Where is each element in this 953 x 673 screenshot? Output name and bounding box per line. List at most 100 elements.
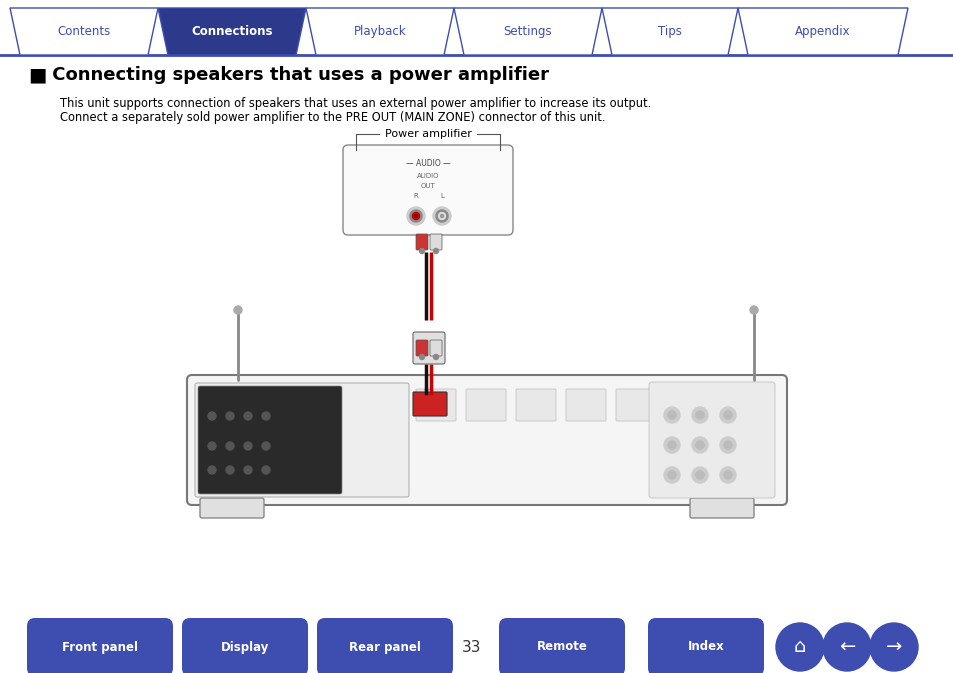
Circle shape (696, 471, 703, 479)
Circle shape (414, 215, 417, 217)
FancyBboxPatch shape (200, 498, 264, 518)
Circle shape (433, 248, 438, 254)
Circle shape (696, 411, 703, 419)
FancyBboxPatch shape (430, 340, 441, 356)
Circle shape (412, 213, 419, 219)
Text: This unit supports connection of speakers that uses an external power amplifier : This unit supports connection of speaker… (60, 96, 651, 110)
Text: Display: Display (220, 641, 269, 653)
Text: OUT: OUT (420, 183, 435, 189)
Circle shape (433, 207, 451, 225)
Polygon shape (738, 8, 907, 55)
FancyBboxPatch shape (430, 234, 441, 250)
FancyBboxPatch shape (498, 618, 624, 673)
Text: →: → (885, 637, 902, 656)
Polygon shape (10, 8, 158, 55)
Circle shape (433, 355, 438, 359)
Circle shape (663, 407, 679, 423)
Text: ←: ← (838, 637, 854, 656)
FancyBboxPatch shape (27, 618, 172, 673)
FancyBboxPatch shape (647, 618, 763, 673)
Text: Front panel: Front panel (62, 641, 138, 653)
FancyBboxPatch shape (689, 498, 753, 518)
Circle shape (667, 471, 676, 479)
Polygon shape (454, 8, 601, 55)
Circle shape (822, 623, 870, 671)
Circle shape (262, 442, 270, 450)
FancyBboxPatch shape (187, 375, 786, 505)
Circle shape (691, 437, 707, 453)
FancyBboxPatch shape (194, 383, 409, 497)
Circle shape (720, 407, 735, 423)
Text: ■: ■ (28, 65, 47, 85)
FancyBboxPatch shape (343, 145, 513, 235)
Text: Rear panel: Rear panel (349, 641, 420, 653)
Circle shape (226, 442, 233, 450)
Circle shape (438, 213, 445, 219)
Text: Playback: Playback (354, 25, 406, 38)
Text: Power amplifier: Power amplifier (384, 129, 471, 139)
FancyBboxPatch shape (416, 340, 428, 356)
Circle shape (410, 210, 421, 222)
Circle shape (723, 411, 731, 419)
Circle shape (262, 412, 270, 420)
FancyBboxPatch shape (516, 389, 556, 421)
Circle shape (869, 623, 917, 671)
Circle shape (440, 215, 443, 217)
Circle shape (696, 441, 703, 449)
Circle shape (775, 623, 823, 671)
Circle shape (720, 467, 735, 483)
Circle shape (419, 355, 424, 359)
Text: Remote: Remote (536, 641, 587, 653)
Circle shape (720, 437, 735, 453)
FancyBboxPatch shape (648, 382, 774, 498)
Text: AUDIO: AUDIO (416, 173, 438, 179)
Circle shape (663, 437, 679, 453)
Circle shape (419, 248, 424, 254)
Text: Connections: Connections (191, 25, 273, 38)
FancyBboxPatch shape (413, 392, 447, 416)
FancyBboxPatch shape (616, 389, 656, 421)
Circle shape (667, 411, 676, 419)
FancyBboxPatch shape (465, 389, 505, 421)
Text: Connecting speakers that uses a power amplifier: Connecting speakers that uses a power am… (46, 66, 548, 84)
FancyBboxPatch shape (416, 234, 428, 250)
FancyBboxPatch shape (182, 618, 308, 673)
Circle shape (208, 466, 215, 474)
Circle shape (723, 471, 731, 479)
Circle shape (233, 306, 242, 314)
Text: Connect a separately sold power amplifier to the PRE OUT (MAIN ZONE) connector o: Connect a separately sold power amplifie… (60, 112, 605, 125)
Text: ⌂: ⌂ (793, 637, 805, 656)
Circle shape (226, 412, 233, 420)
Circle shape (244, 412, 252, 420)
FancyBboxPatch shape (316, 618, 453, 673)
Text: Contents: Contents (57, 25, 111, 38)
Polygon shape (601, 8, 738, 55)
Text: 33: 33 (462, 639, 481, 655)
Circle shape (436, 210, 448, 222)
Circle shape (749, 306, 758, 314)
Circle shape (691, 407, 707, 423)
Polygon shape (158, 8, 306, 55)
Circle shape (691, 467, 707, 483)
FancyBboxPatch shape (413, 332, 444, 364)
Text: Index: Index (687, 641, 723, 653)
Circle shape (244, 442, 252, 450)
Text: L: L (439, 193, 443, 199)
Circle shape (244, 466, 252, 474)
FancyBboxPatch shape (565, 389, 605, 421)
Polygon shape (306, 8, 454, 55)
Text: Settings: Settings (503, 25, 552, 38)
FancyBboxPatch shape (198, 386, 341, 494)
Circle shape (723, 441, 731, 449)
Circle shape (262, 466, 270, 474)
Text: Appendix: Appendix (795, 25, 850, 38)
Text: — AUDIO —: — AUDIO — (405, 160, 450, 168)
Text: Tips: Tips (658, 25, 681, 38)
Circle shape (663, 467, 679, 483)
Circle shape (208, 412, 215, 420)
Circle shape (226, 466, 233, 474)
Circle shape (407, 207, 424, 225)
Circle shape (667, 441, 676, 449)
FancyBboxPatch shape (416, 389, 456, 421)
Text: R: R (414, 193, 418, 199)
